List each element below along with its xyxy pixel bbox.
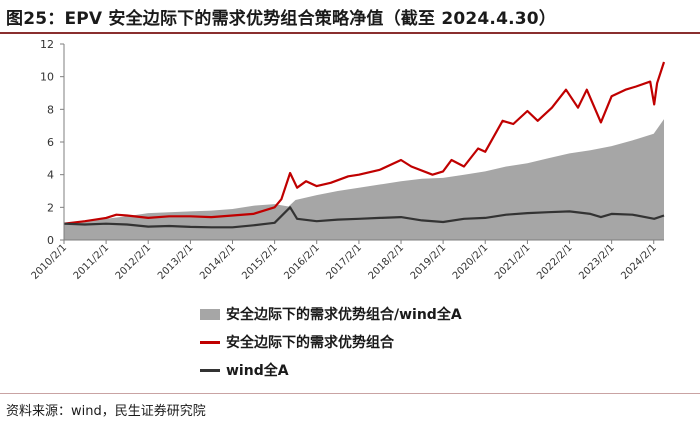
legend-label-ratio: 安全边际下的需求优势组合/wind全A [226, 307, 462, 323]
series-line-wind-a [63, 206, 665, 229]
x-tick-label: 2019/2/1 [409, 242, 449, 282]
legend-swatch-wind-a [200, 368, 220, 372]
legend-label-portfolio: 安全边际下的需求优势组合 [226, 335, 394, 351]
series-area-ratio [64, 119, 664, 240]
x-tick-label: 2013/2/1 [156, 242, 196, 282]
y-tick-label: 0 [47, 234, 54, 247]
x-tick-label: 2018/2/1 [367, 242, 407, 282]
x-tick-label: 2021/2/1 [493, 242, 533, 282]
x-tick-label: 2023/2/1 [577, 242, 617, 282]
source-note: 资料来源：wind，民生证券研究院 [6, 404, 206, 419]
series-line-portfolio [63, 61, 666, 225]
x-tick-label: 2024/2/1 [619, 242, 659, 282]
y-tick-label: 10 [40, 71, 54, 84]
y-tick-label: 8 [47, 103, 54, 116]
y-tick-label: 4 [47, 169, 54, 182]
x-tick-label: 2016/2/1 [282, 242, 322, 282]
y-tick-label: 6 [47, 136, 54, 149]
legend-swatch-ratio [200, 308, 220, 320]
legend-item-ratio: 安全边际下的需求优势组合/wind全A [200, 300, 462, 328]
legend-item-portfolio: 安全边际下的需求优势组合 [200, 328, 462, 356]
x-tick-label: 2020/2/1 [451, 242, 491, 282]
net-value-chart: 0 2 4 6 8 10 12 2010/2/1 2011/2/1 2012/2/1 2013/2/… [30, 38, 666, 282]
y-tick-label: 12 [40, 38, 54, 51]
legend-label-wind-a: wind全A [226, 363, 289, 379]
y-tick-label: 2 [47, 201, 54, 214]
figure-title: 图25：EPV 安全边际下的需求优势组合策略净值（截至 2024.4.30） [6, 9, 557, 29]
title-divider [0, 32, 700, 34]
x-tick-label: 2015/2/1 [240, 242, 280, 282]
x-tick-label: 2017/2/1 [325, 242, 365, 282]
chart-legend: 安全边际下的需求优势组合/wind全A 安全边际下的需求优势组合 wind全A [200, 300, 462, 384]
x-tick-label: 2010/2/1 [30, 242, 70, 282]
x-tick-label: 2012/2/1 [114, 242, 154, 282]
footer-divider [0, 393, 700, 394]
x-tick-label: 2014/2/1 [198, 242, 238, 282]
x-tick-label: 2022/2/1 [535, 242, 575, 282]
x-tick-label: 2011/2/1 [72, 242, 112, 282]
legend-item-wind-a: wind全A [200, 356, 462, 384]
legend-swatch-portfolio [200, 340, 220, 344]
